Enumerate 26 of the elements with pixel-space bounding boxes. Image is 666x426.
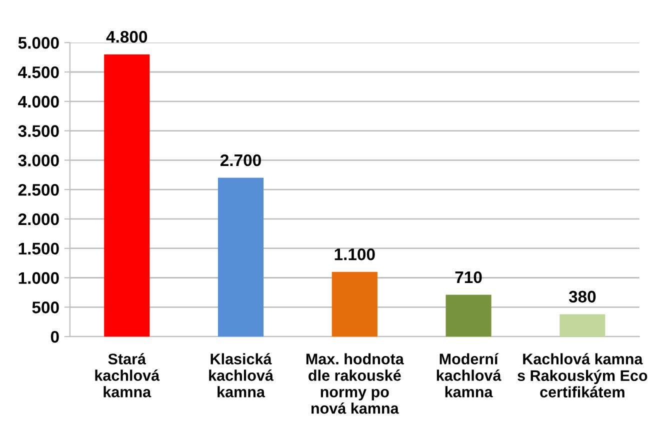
x-tick-label: Max. hodnota dle rakouské normy po nová kamna xyxy=(306,353,404,414)
y-tick-label: 0 xyxy=(50,330,59,343)
data-label: 710 xyxy=(455,271,482,284)
y-tick-label: 2.500 xyxy=(18,184,59,196)
y-tick-label: 5.000 xyxy=(18,37,59,49)
y-tick-label: 1.500 xyxy=(18,242,59,255)
bar xyxy=(104,54,150,337)
x-tick-label: Stará kachlová kamna xyxy=(95,353,160,398)
x-tick-label: Moderní kachlová kamna xyxy=(436,353,502,398)
y-tick-label: 2.000 xyxy=(18,213,59,226)
data-label: 380 xyxy=(568,290,596,303)
bar xyxy=(332,272,378,337)
data-label: 1.100 xyxy=(334,248,375,260)
y-tick-label: 500 xyxy=(32,302,59,314)
data-label: 4.800 xyxy=(106,30,148,43)
y-tick-label: 1.000 xyxy=(18,272,59,284)
y-tick-label: 3.000 xyxy=(18,154,59,166)
x-tick-label: Klasická kachlová kamna xyxy=(209,353,274,398)
y-tick-label: 4.500 xyxy=(18,66,59,78)
bar xyxy=(446,294,492,337)
y-tick-label: 4.000 xyxy=(18,96,59,108)
bar xyxy=(560,314,606,337)
data-label: 2.700 xyxy=(220,154,261,166)
y-tick-label: 3.500 xyxy=(18,125,59,138)
bar xyxy=(218,178,264,337)
x-tick-label: Kachlová kamna s Rakouským Eco certifikátem xyxy=(518,353,648,398)
